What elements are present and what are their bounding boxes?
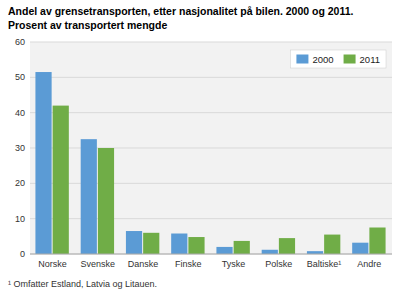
x-tick-label: Tyske [222, 259, 246, 269]
bar [369, 228, 385, 255]
grid-line [30, 254, 392, 255]
bar [81, 139, 97, 254]
bar [324, 235, 340, 254]
chart-svg: Andel av grensetransporten, etter nasjon… [0, 0, 400, 295]
legend-label: 2011 [360, 54, 380, 65]
grid-line [30, 112, 392, 113]
x-tick-label: Svenske [81, 259, 116, 269]
legend-swatch [344, 55, 356, 64]
y-tick-label: 20 [15, 178, 25, 188]
legend-swatch [296, 55, 308, 64]
bar [35, 72, 51, 254]
legend: 2000 2011 [290, 50, 386, 68]
footnote: ¹ Omfatter Estland, Latvia og Litauen. [8, 279, 157, 289]
x-tick-label: Andre [357, 259, 381, 269]
legend-frame [290, 50, 386, 68]
bar [171, 234, 187, 254]
y-tick-label: 50 [15, 72, 25, 82]
x-tick-label: Baltiske¹ [307, 259, 342, 269]
y-tick-label: 0 [20, 249, 25, 259]
bar [234, 241, 250, 254]
y-axis: 0 10 20 30 40 50 60 [15, 37, 392, 259]
chart-container: Andel av grensetransporten, etter nasjon… [0, 0, 400, 295]
grid-line [30, 42, 392, 43]
grid-line [30, 77, 392, 78]
legend-label: 2000 [312, 54, 333, 65]
bar [53, 106, 69, 254]
x-tick-label: Polske [265, 259, 292, 269]
x-tick-label: Danske [128, 259, 159, 269]
bar [98, 148, 114, 254]
bar [143, 233, 159, 254]
y-tick-label: 30 [15, 143, 25, 153]
plot-background [30, 42, 392, 254]
title: Andel av grensetransporten, etter nasjon… [8, 5, 354, 17]
bar [352, 243, 368, 254]
bar [188, 237, 204, 254]
x-tick-label: Norske [38, 259, 67, 269]
subtitle: Prosent av transportert mengde [8, 19, 167, 31]
bar [126, 231, 142, 254]
bars [35, 72, 385, 254]
y-tick-label: 10 [15, 214, 25, 224]
y-tick-label: 60 [15, 37, 25, 47]
bar [262, 250, 278, 254]
bar [216, 247, 232, 254]
x-tick-label: Finske [175, 259, 202, 269]
y-tick-label: 40 [15, 108, 25, 118]
bar [279, 238, 295, 254]
x-axis-line [30, 254, 392, 255]
